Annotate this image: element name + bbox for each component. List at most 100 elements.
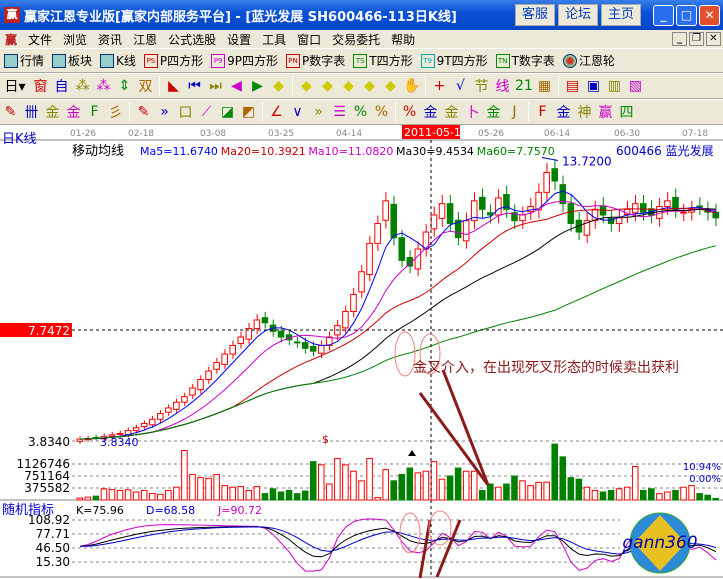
chart-tool-8-icon[interactable]: ⏭ <box>209 78 222 94</box>
draw-tool-0-icon[interactable]: ✎ <box>4 104 17 120</box>
draw-tool-22-icon[interactable]: 金 <box>486 105 501 121</box>
tool-0[interactable]: 行情 <box>4 52 44 69</box>
chart-tool-1-icon[interactable]: 自 <box>54 79 69 95</box>
date-label: 07-18 <box>682 129 708 139</box>
chart-tool-16-icon[interactable]: ◆ <box>385 78 396 94</box>
draw-tool-25-icon[interactable]: 金 <box>556 105 571 121</box>
chart-tool-23-icon[interactable]: ▦ <box>537 78 552 94</box>
mdi-close-icon[interactable]: ✕ <box>706 32 721 46</box>
chart-tool-22-icon[interactable]: 21 <box>515 78 533 94</box>
service-button[interactable]: 客服 <box>514 4 555 26</box>
draw-tool-12-icon[interactable]: ∠ <box>270 104 283 120</box>
tool-8[interactable]: TN T数字表 <box>495 52 555 69</box>
chart-tool-0-icon[interactable]: 窗 <box>33 79 48 95</box>
chart-tool-17-icon[interactable]: ✋ <box>403 78 421 94</box>
chart-tool-6-icon[interactable]: ◣ <box>168 78 179 94</box>
chart-tool-7-icon[interactable]: ⏮ <box>188 78 201 94</box>
chart-tool-12-icon[interactable]: ◆ <box>301 78 312 94</box>
chart-tool-13-icon[interactable]: ◆ <box>322 78 333 94</box>
draw-tool-15-icon[interactable]: ☰ <box>333 104 346 120</box>
tool-4[interactable]: P9 9P四方形 <box>211 52 278 69</box>
draw-tool-17-icon[interactable]: % <box>374 104 389 120</box>
draw-tool-7-icon[interactable]: » <box>160 104 169 120</box>
menu-gann[interactable]: 江恩 <box>133 32 158 47</box>
period-dropdown[interactable]: 日▾ <box>4 79 26 95</box>
chart-bg <box>0 125 723 579</box>
minimize-icon[interactable]: _ <box>653 4 674 26</box>
volume-bar <box>205 477 212 501</box>
draw-tool-1-icon[interactable]: 卌 <box>24 105 39 121</box>
candle <box>607 217 615 225</box>
tool-2[interactable]: K线 <box>100 52 136 69</box>
draw-tool-27-icon[interactable]: 赢 <box>598 105 613 121</box>
menu-file[interactable]: 文件 <box>28 32 53 47</box>
home-button[interactable]: 主页 <box>600 4 641 26</box>
mdi-minimize-icon[interactable]: _ <box>672 32 687 46</box>
draw-tool-14-icon[interactable]: » <box>314 104 323 120</box>
candle <box>712 211 720 219</box>
volume-bar <box>358 480 365 501</box>
draw-tool-26-icon[interactable]: 神 <box>577 105 592 121</box>
stock-name: 600466 蓝光发展 <box>616 143 714 158</box>
chart-tool-24-icon[interactable]: ▤ <box>565 78 580 94</box>
draw-tool-9-icon[interactable]: ⟋ <box>201 104 212 120</box>
draw-tool-11-icon[interactable]: ◩ <box>241 104 256 120</box>
tool-7[interactable]: T9 9T四方形 <box>420 52 488 69</box>
draw-tool-20-icon[interactable]: 金 <box>444 105 459 121</box>
close-icon[interactable]: ✕ <box>699 4 720 26</box>
chart-tool-10-icon[interactable]: ▶ <box>252 78 263 94</box>
menu-formula[interactable]: 公式选股 <box>168 32 217 47</box>
menu-trade[interactable]: 交易委托 <box>332 32 381 47</box>
chart-tool-26-icon[interactable]: ▥ <box>607 78 622 94</box>
mdi-restore-icon[interactable]: ❐ <box>689 32 704 46</box>
menu-browse[interactable]: 浏览 <box>63 32 88 47</box>
draw-tool-16-icon[interactable]: % <box>353 104 368 120</box>
chart-tool-11-icon[interactable]: ◆ <box>273 78 284 94</box>
draw-tool-5-icon[interactable]: 彡 <box>108 105 123 121</box>
chart-tool-18-icon[interactable]: + <box>433 78 446 94</box>
draw-tool-28-icon[interactable]: 四 <box>619 105 634 121</box>
draw-tool-21-icon[interactable]: 卜 <box>465 105 480 121</box>
draw-tool-19-icon[interactable]: 金 <box>423 105 438 121</box>
annotation-arrow <box>435 519 462 578</box>
candle <box>140 423 148 428</box>
tool-1[interactable]: 板块 <box>52 52 92 69</box>
tool-label: T数字表 <box>511 54 555 68</box>
chart-tool-5-icon[interactable]: 双 <box>138 79 153 95</box>
menu-window[interactable]: 窗口 <box>297 32 322 47</box>
volume-label: 1126746 <box>17 457 70 471</box>
tool-3[interactable]: PS P四方形 <box>143 52 203 69</box>
chart-tool-9-icon[interactable]: ◀ <box>231 78 242 94</box>
chart-tool-20-icon[interactable]: 节 <box>474 79 489 95</box>
chart-tool-14-icon[interactable]: ◆ <box>343 78 354 94</box>
chart-tool-3-icon[interactable]: ⁂ <box>96 78 111 94</box>
tool-6[interactable]: TS T四方形 <box>353 52 413 69</box>
maximize-icon[interactable]: □ <box>676 4 697 26</box>
chart-tool-15-icon[interactable]: ◆ <box>364 78 375 94</box>
chart-tool-27-icon[interactable]: ▧ <box>628 78 643 94</box>
forum-button[interactable]: 论坛 <box>557 4 598 26</box>
chart-tool-19-icon[interactable]: √ <box>456 78 465 94</box>
draw-tool-4-icon[interactable]: F <box>90 104 99 120</box>
draw-tool-6-icon[interactable]: ✎ <box>137 104 150 120</box>
chart-tool-21-icon[interactable]: 线 <box>495 79 510 95</box>
menu-settings[interactable]: 设置 <box>227 32 252 47</box>
draw-tool-2-icon[interactable]: 金 <box>45 105 60 121</box>
candle <box>696 205 703 208</box>
draw-tool-13-icon[interactable]: ∨ <box>292 104 303 120</box>
menu-tools[interactable]: 工具 <box>262 32 287 47</box>
chart-tool-4-icon[interactable]: ⇕ <box>118 78 131 94</box>
draw-tool-23-icon[interactable]: J <box>512 104 517 120</box>
draw-tool-8-icon[interactable]: 口 <box>178 105 193 121</box>
menu-help[interactable]: 帮助 <box>391 32 416 47</box>
kline-chart[interactable]: 01-26 02-18 03-08 03-25 04-14 2011-05-12 05-26… <box>0 125 723 579</box>
draw-tool-10-icon[interactable]: ◪ <box>220 104 235 120</box>
chart-tool-25-icon[interactable]: ▣ <box>586 78 601 94</box>
tool-9[interactable]: 江恩轮 <box>562 52 615 69</box>
chart-tool-2-icon[interactable]: ⁂ <box>75 78 90 94</box>
draw-tool-24-icon[interactable]: F <box>538 104 547 120</box>
draw-tool-3-icon[interactable]: 金 <box>66 105 81 121</box>
menu-news[interactable]: 资讯 <box>98 32 123 47</box>
draw-tool-18-icon[interactable]: % <box>402 104 417 120</box>
tool-5[interactable]: PN P数字表 <box>286 52 345 69</box>
